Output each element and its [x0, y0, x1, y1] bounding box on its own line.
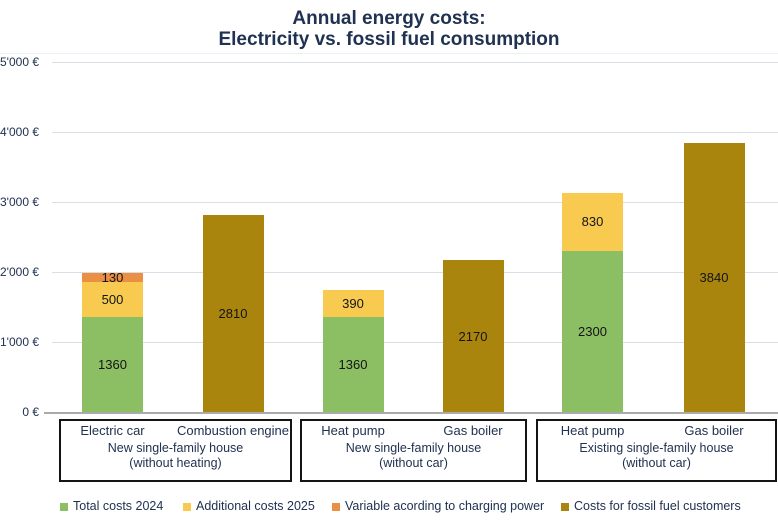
category-label-electric-car: Electric car: [80, 423, 145, 438]
x-axis-line: [44, 412, 778, 414]
bar-value-label: 2810: [218, 306, 248, 322]
category-group-box-2: [300, 419, 527, 482]
gridline-2000: [52, 272, 778, 273]
gridline-1000: [52, 342, 778, 343]
category-label-gas-boiler: Gas boiler: [684, 423, 744, 438]
group-label-2: New single-family house (without car): [300, 441, 527, 470]
bar-value-label: 130: [101, 269, 124, 285]
bar-segment-electric-car-total-costs-2024: [82, 316, 143, 412]
y-axis-tick-label-0: 0 €: [22, 405, 39, 419]
legend-label-additional-costs-2025: Additional costs 2025: [196, 499, 315, 513]
y-axis-tick-label-5000: 5'000 €: [0, 55, 39, 69]
legend-label-costs-for-fossil-fuel-customers: Costs for fossil fuel customers: [574, 499, 741, 513]
bar-segment-electric-car-additional-costs-2025: [82, 281, 143, 317]
y-axis-tick-label-1000: 1'000 €: [0, 335, 39, 349]
bar-value-label: 830: [581, 214, 604, 230]
bar-segment-gas-boiler-costs-for-fossil-fuel-customers: [442, 260, 504, 412]
gridline-3000: [52, 202, 778, 203]
bar-segment-electric-car-variable-acording-to-charging-power: [82, 272, 143, 282]
legend-label-variable-acording-to-charging-power: Variable acording to charging power: [345, 499, 545, 513]
chart-title: Annual energy costs: Electricity vs. fos…: [0, 8, 778, 50]
bar-segment-gas-boiler-costs-for-fossil-fuel-customers: [683, 143, 745, 412]
bar-value-label: 500: [101, 291, 124, 307]
group-label-line2: (without car): [379, 455, 448, 470]
category-group-box-1: [59, 419, 292, 482]
group-label-line1: Existing single-family house: [579, 441, 734, 455]
y-axis-tick-label-3000: 3'000 €: [0, 195, 39, 209]
category-label-heat-pump: Heat pump: [321, 423, 385, 438]
bar-value-label: 2170: [458, 328, 488, 344]
bar-segment-heat-pump-additional-costs-2025: [562, 192, 623, 251]
legend-label-total-costs-2024: Total costs 2024: [73, 499, 164, 513]
bar-segment-heat-pump-total-costs-2024: [322, 316, 384, 412]
category-label-combustion-engine: Combustion engine: [176, 423, 290, 438]
category-group-box-3: [536, 419, 777, 482]
bar-segment-heat-pump-total-costs-2024: [562, 251, 623, 412]
bar-value-label: 390: [342, 295, 364, 311]
group-label-line2: (without heating): [129, 455, 222, 470]
title-separator-rule: [0, 53, 778, 54]
y-axis-tick-label-2000: 2'000 €: [0, 265, 39, 279]
bar-value-label: 2300: [578, 324, 607, 339]
chart-title-line1: Annual energy costs:: [292, 8, 486, 29]
legend-swatch-costs-for-fossil-fuel-customers: [561, 503, 569, 511]
bar-value-label: 3840: [699, 270, 729, 286]
chart-title-line2: Electricity vs. fossil fuel consumption: [218, 29, 560, 50]
gridline-4000: [52, 132, 778, 133]
group-label-line1: New single-family house: [345, 441, 482, 455]
bar-segment-heat-pump-additional-costs-2025: [322, 289, 384, 317]
y-axis-tick-label-4000: 4'000 €: [0, 125, 39, 139]
gridline-5000: [52, 62, 778, 63]
group-label-line1: New single-family house: [107, 441, 244, 455]
group-label-line2: (without car): [622, 455, 691, 470]
bar-segment-combustion-engine-costs-for-fossil-fuel-customers: [202, 215, 264, 412]
bar-value-label: 1360: [98, 356, 127, 372]
legend-swatch-variable-acording-to-charging-power: [332, 503, 340, 511]
group-label-3: Existing single-family house (without car…: [536, 441, 777, 470]
category-label-gas-boiler: Gas boiler: [443, 423, 503, 438]
group-label-1: New single-family house (without heating): [59, 441, 292, 470]
legend-swatch-total-costs-2024: [60, 503, 68, 511]
category-label-heat-pump: Heat pump: [560, 423, 625, 438]
bar-value-label: 1360: [338, 356, 368, 372]
legend-swatch-additional-costs-2025: [183, 503, 191, 511]
